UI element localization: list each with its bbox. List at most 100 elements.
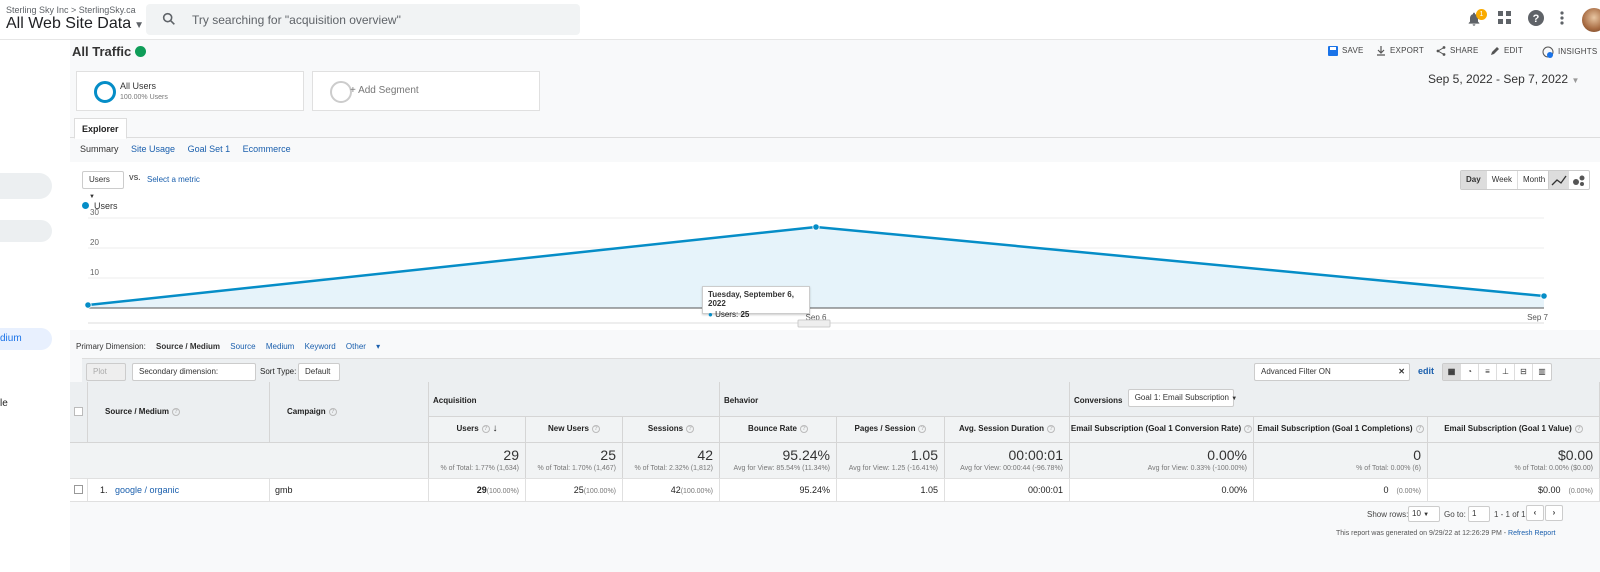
dimension-other[interactable]: Other ▾ — [345, 342, 381, 351]
user-avatar[interactable] — [1582, 8, 1600, 32]
motion-chart-icon[interactable] — [1569, 171, 1589, 189]
account-breadcrumb[interactable]: Sterling Sky Inc > SterlingSky.ca — [6, 5, 136, 15]
share-button[interactable]: SHARE — [1436, 46, 1479, 56]
tab-explorer[interactable]: Explorer — [74, 118, 127, 139]
dimension-other-label: Other — [345, 342, 366, 351]
line-chart-icon[interactable] — [1549, 171, 1569, 189]
subtab-summary[interactable]: Summary — [80, 144, 119, 154]
notifications-bell-icon[interactable]: 1 — [1466, 9, 1488, 32]
total-sub: Avg for View: 85.54% (11.34%) — [733, 465, 831, 472]
col-goal1-value-label: Email Subscription (Goal 1 Value) — [1444, 424, 1572, 433]
y-tick-label: 30 — [90, 208, 99, 217]
row-source-link[interactable]: google / organic — [115, 485, 180, 495]
col-goal1-completions[interactable]: Email Subscription (Goal 1 Completions)? — [1254, 416, 1428, 442]
export-label: EXPORT — [1390, 46, 1424, 56]
table-toolbar: Plot Rows Secondary dimension: Campaign … — [82, 358, 1600, 392]
total-value: 00:00:01 — [1008, 447, 1064, 463]
next-page-icon[interactable]: › — [1545, 505, 1563, 521]
search-input[interactable] — [192, 10, 562, 30]
col-bounce-rate[interactable]: Bounce Rate? — [720, 416, 837, 442]
save-button[interactable]: SAVE — [1328, 46, 1364, 56]
col-campaign[interactable]: Campaign? — [270, 382, 429, 442]
col-bounce-rate-label: Bounce Rate — [748, 424, 797, 433]
report-header: All Traffic SAVE EXPORT SHARE EDIT INSIG… — [70, 40, 1600, 66]
add-segment-button[interactable]: + Add Segment — [312, 71, 540, 111]
total-new-users: 25 % of Total: 1.70% (1,467) — [526, 442, 623, 478]
chart-panel: Users ▼ VS. Select a metric Day Week Mon… — [70, 162, 1600, 330]
cell-value: 1.05 — [920, 485, 938, 495]
sidebar-pill[interactable] — [0, 220, 52, 242]
sidebar-item-partial[interactable]: le — [0, 398, 8, 409]
period-month-button[interactable]: Month — [1523, 175, 1546, 184]
col-users-label: Users — [456, 424, 479, 433]
performance-view-icon[interactable]: ≡ — [1479, 364, 1497, 380]
apps-grid-icon[interactable] — [1498, 11, 1520, 33]
total-sub: % of Total: 0.00% ($0.00) — [1514, 465, 1593, 472]
more-vert-icon[interactable] — [1560, 11, 1582, 33]
select-all-checkbox[interactable] — [74, 407, 83, 416]
page-range: 1 - 1 of 1 — [1494, 510, 1526, 519]
col-new-users[interactable]: New Users? — [526, 416, 623, 442]
help-icon[interactable]: ? — [1528, 10, 1550, 32]
comparison-view-icon[interactable]: ⊥ — [1497, 364, 1515, 380]
property-selector[interactable]: All Web Site Data ▼ — [6, 15, 144, 33]
data-point-sep-6 — [812, 223, 820, 231]
segment-label: All Users — [120, 81, 157, 91]
goal-selector[interactable]: Goal 1: Email Subscription ▼ — [1127, 389, 1237, 407]
pie-view-icon[interactable]: ◔ — [1461, 364, 1479, 380]
row-checkbox[interactable] — [74, 485, 83, 494]
col-sessions[interactable]: Sessions? — [623, 416, 720, 442]
col-users[interactable]: Users? ↓ — [429, 416, 526, 442]
period-week-button[interactable]: Week — [1487, 171, 1518, 189]
clear-filter-icon[interactable]: ✕ — [1398, 367, 1405, 376]
x-tick-label: Sep 6 — [806, 313, 827, 322]
date-range-picker[interactable]: Sep 5, 2022 - Sep 7, 2022 ▼ — [1428, 72, 1579, 86]
users-line-chart[interactable]: 10 20 30 Sep 6 Sep 7 — [70, 162, 1600, 330]
period-day-button[interactable]: Day — [1461, 171, 1487, 189]
total-sub: % of Total: 1.70% (1,467) — [537, 465, 616, 472]
export-button[interactable]: EXPORT — [1376, 46, 1424, 56]
help-icon: ? — [328, 407, 337, 416]
subtab-site-usage[interactable]: Site Usage — [131, 144, 176, 154]
sidebar-pill[interactable] — [0, 173, 52, 199]
select-metric-link[interactable]: Select a metric — [147, 175, 200, 184]
dimension-keyword[interactable]: Keyword — [304, 342, 336, 351]
dimension-source[interactable]: Source — [230, 342, 256, 351]
vs-label: VS. — [129, 175, 141, 182]
insights-button[interactable]: INSIGHTS — [1542, 46, 1597, 58]
dimension-medium[interactable]: Medium — [265, 342, 295, 351]
filter-edit-link[interactable]: edit — [1418, 366, 1435, 376]
prev-page-icon[interactable]: ‹ — [1526, 505, 1544, 521]
y-tick-label: 10 — [90, 268, 99, 277]
cell-percent: (100.00%) — [486, 488, 519, 495]
segment-all-users[interactable]: All Users 100.00% Users — [76, 71, 304, 111]
advanced-filter-input[interactable]: Advanced Filter ON ✕ — [1254, 363, 1410, 381]
sidebar-item-active[interactable]: dium — [0, 328, 52, 350]
pivot-view-icon[interactable]: ▥ — [1538, 367, 1546, 376]
col-goal1-conversion-rate[interactable]: Email Subscription (Goal 1 Conversion Ra… — [1070, 416, 1254, 442]
plot-rows-button[interactable]: Plot Rows — [86, 363, 126, 392]
refresh-report-link[interactable]: Refresh Report — [1508, 530, 1556, 537]
metric-selector[interactable]: Users ▼ — [82, 171, 124, 200]
sort-type-label: Sort Type: — [260, 367, 297, 376]
col-pages-session[interactable]: Pages / Session? — [837, 416, 945, 442]
cell-percent: (0.00%) — [1396, 488, 1421, 495]
term-cloud-icon[interactable]: ⊟ — [1515, 364, 1533, 380]
group-behavior: Behavior — [720, 382, 1070, 416]
edit-button[interactable]: EDIT — [1490, 46, 1523, 56]
subtab-ecommerce[interactable]: Ecommerce — [242, 144, 291, 154]
col-source-medium[interactable]: Source / Medium? — [88, 382, 270, 442]
col-avg-session-duration[interactable]: Avg. Session Duration? — [945, 416, 1070, 442]
sort-type-select[interactable]: Default ▼ — [298, 363, 340, 392]
col-goal1-value[interactable]: Email Subscription (Goal 1 Value)? — [1428, 416, 1600, 442]
sort-desc-icon[interactable]: ↓ — [489, 423, 498, 434]
secondary-dimension-select[interactable]: Secondary dimension: Campaign ▼ — [132, 363, 256, 392]
subtab-goal-set-1[interactable]: Goal Set 1 — [187, 144, 231, 154]
col-sessions-label: Sessions — [647, 424, 684, 433]
search-box[interactable] — [146, 4, 580, 35]
show-rows-select[interactable]: 10 ▼ — [1408, 506, 1440, 522]
row-checkbox-cell — [70, 478, 88, 502]
goto-input[interactable]: 1 — [1468, 506, 1490, 522]
table-view-icon[interactable]: ▦ — [1443, 364, 1461, 380]
dimension-source-medium[interactable]: Source / Medium — [156, 342, 221, 351]
